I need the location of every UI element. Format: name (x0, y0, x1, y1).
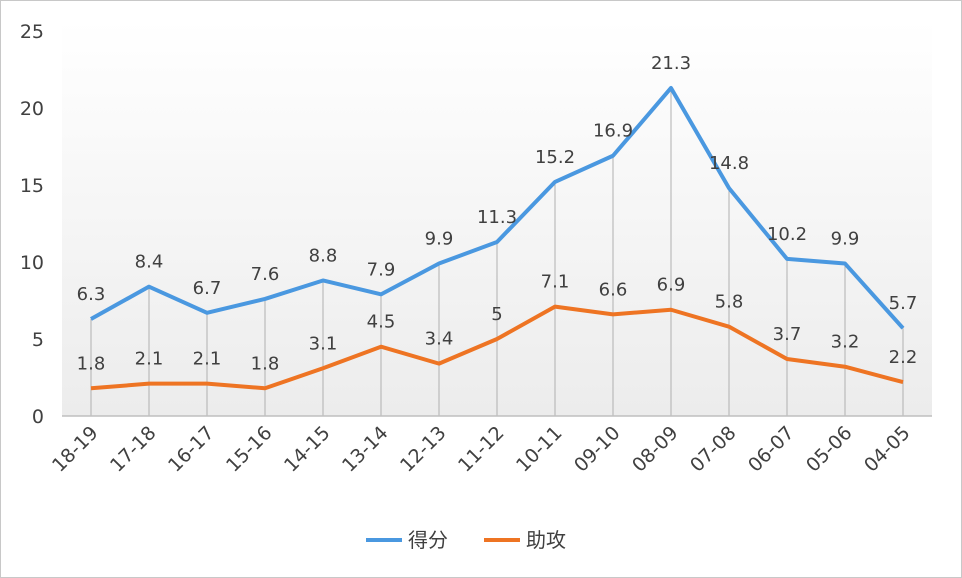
legend-label: 得分 (408, 528, 448, 552)
x-tick-label: 17-18 (106, 422, 161, 477)
data-label: 2.2 (889, 347, 918, 368)
data-label: 5.8 (715, 292, 744, 313)
x-tick-label: 09-10 (570, 422, 625, 477)
data-label: 2.1 (193, 349, 222, 370)
data-label: 7.6 (251, 264, 280, 285)
data-label: 1.8 (251, 353, 280, 374)
data-label: 6.6 (599, 279, 628, 300)
series-line-0 (90, 85, 905, 330)
data-label: 3.1 (309, 333, 338, 354)
data-label: 2.1 (135, 349, 164, 370)
series-line-1 (90, 304, 904, 391)
x-tick-label: 10-11 (512, 422, 567, 477)
x-tick-label: 07-08 (686, 422, 741, 477)
y-tick-label: 20 (20, 98, 44, 120)
x-tick-label: 18-19 (48, 422, 103, 477)
x-tick-label: 14-15 (280, 422, 335, 477)
x-tick-label: 04-05 (860, 422, 915, 477)
data-label: 10.2 (767, 224, 807, 245)
data-label: 21.3 (651, 53, 691, 74)
y-tick-label: 10 (20, 252, 44, 274)
data-label: 6.9 (657, 275, 686, 296)
x-tick-label: 16-17 (164, 422, 219, 477)
data-label: 7.1 (541, 272, 570, 293)
x-tick-label: 11-12 (454, 422, 509, 477)
y-tick-label: 25 (20, 21, 44, 43)
x-tick-label: 08-09 (628, 422, 683, 477)
data-label: 4.5 (367, 312, 396, 333)
y-tick-label: 5 (32, 329, 44, 351)
data-label: 5.7 (889, 293, 918, 314)
x-tick-label: 13-14 (338, 422, 393, 477)
data-label: 11.3 (477, 207, 517, 228)
y-tick-label: 0 (32, 406, 44, 428)
data-label: 1.8 (77, 353, 106, 374)
data-label: 15.2 (535, 147, 575, 168)
data-label: 6.7 (193, 278, 222, 299)
x-tick-label: 12-13 (396, 422, 451, 477)
data-label: 5 (491, 304, 502, 325)
y-tick-label: 15 (20, 175, 44, 197)
data-label: 8.4 (135, 252, 164, 273)
data-label: 16.9 (593, 121, 633, 142)
x-tick-label: 05-06 (802, 422, 857, 477)
data-label: 9.9 (425, 229, 454, 250)
data-label: 6.3 (77, 284, 106, 305)
x-tick-label: 15-16 (222, 422, 277, 477)
data-label: 9.9 (831, 229, 860, 250)
data-label: 3.7 (773, 324, 802, 345)
data-label: 3.4 (425, 329, 454, 350)
data-label: 14.8 (709, 153, 749, 174)
x-tick-label: 06-07 (744, 422, 799, 477)
data-label: 7.9 (367, 259, 396, 280)
legend-label: 助攻 (526, 528, 566, 552)
data-label: 3.2 (831, 332, 860, 353)
data-label: 8.8 (309, 245, 338, 266)
